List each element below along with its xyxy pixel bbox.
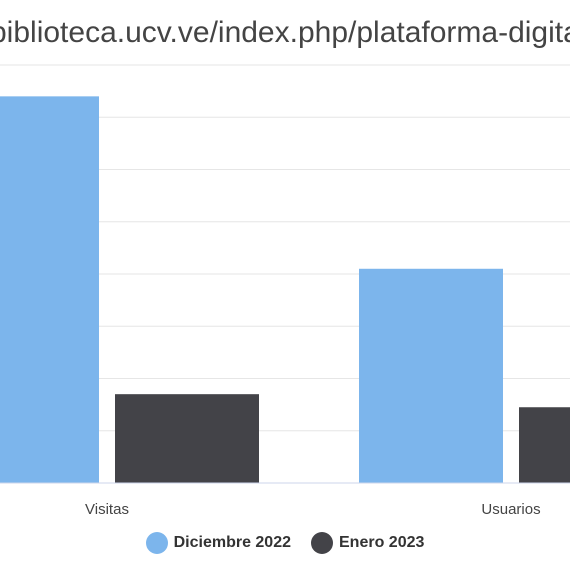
- bar-usuarios-enero-2023[interactable]: [519, 407, 570, 483]
- legend-swatch-diciembre-2022: [145, 532, 168, 554]
- category-label-visitas: Visitas: [85, 501, 129, 518]
- bar-usuarios-diciembre-2022[interactable]: [359, 268, 503, 483]
- legend-label-enero-2023: Enero 2023: [339, 534, 425, 551]
- bar-visitas-diciembre-2022[interactable]: [0, 96, 99, 483]
- legend-swatch-enero-2023: [311, 532, 333, 554]
- legend-item-diciembre-2022[interactable]: Diciembre 2022: [145, 532, 291, 554]
- chart-title: biblioteca.ucv.ve/index.php/plataforma-d…: [0, 16, 570, 49]
- legend-item-enero-2023[interactable]: Enero 2023: [311, 532, 424, 554]
- category-label-usuarios: Usuarios: [481, 501, 540, 518]
- legend: Diciembre 2022 Enero 2023: [0, 532, 570, 554]
- bars: [0, 96, 570, 483]
- legend-label-diciembre-2022: Diciembre 2022: [173, 534, 291, 551]
- bar-visitas-enero-2023[interactable]: [115, 394, 259, 483]
